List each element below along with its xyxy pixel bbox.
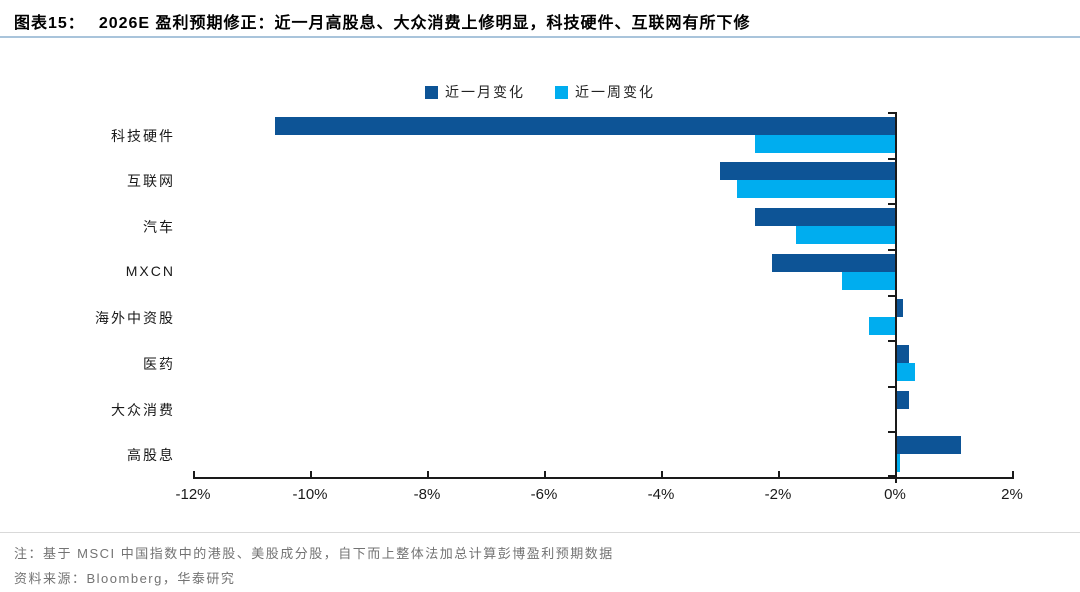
category-label: 汽车 (143, 219, 175, 236)
legend-label-week: 近一周变化 (575, 84, 655, 100)
zero-axis-tick (888, 431, 895, 434)
x-tick-label: -2% (764, 486, 792, 503)
footnote-divider (0, 532, 1080, 533)
x-axis-tick (895, 471, 897, 477)
legend-label-month: 近一月变化 (445, 84, 525, 100)
zero-axis-tick (888, 294, 895, 297)
chart-legend: 近一月变化 近一周变化 (0, 82, 1080, 102)
legend-item-month: 近一月变化 (425, 82, 525, 102)
zero-axis-tick (888, 475, 895, 477)
bar-month (897, 436, 962, 455)
footnote-source: 资料来源：Bloomberg，华泰研究 (14, 571, 236, 586)
x-axis-line (193, 477, 1014, 479)
bar-month (772, 253, 895, 272)
zero-axis-tick (888, 203, 895, 206)
category-label: MXCN (125, 262, 175, 279)
category-label: 医药 (143, 355, 175, 372)
category-label: 互联网 (127, 173, 175, 190)
zero-axis-tick (888, 340, 895, 343)
zero-axis-tick (888, 157, 895, 160)
footnote-note: 注：基于 MSCI 中国指数中的港股、美股成分股，自下而上整体法加总计算彭博盈利… (14, 546, 614, 561)
bar-week (897, 454, 900, 473)
x-tick-label: 0% (884, 486, 906, 503)
category-label: 高股息 (127, 447, 175, 464)
zero-axis-tick (888, 112, 895, 114)
x-axis-tick (427, 471, 429, 477)
chart-header: 图表15： 2026E 盈利预期修正：近一月高股息、大众消费上修明显，科技硬件、互… (0, 0, 1080, 38)
bar-month (897, 299, 903, 318)
x-tick-label: -12% (175, 486, 211, 503)
x-axis-tick (310, 471, 312, 477)
chart-title: 图表15： 2026E 盈利预期修正：近一月高股息、大众消费上修明显，科技硬件、互… (14, 9, 751, 33)
zero-axis-tick (888, 385, 895, 388)
x-axis-tick (661, 471, 663, 477)
legend-swatch-month-icon (425, 85, 438, 99)
category-label: 海外中资股 (95, 310, 175, 327)
zero-axis-tick (888, 248, 895, 251)
x-axis-tick (193, 471, 195, 477)
x-tick-label: -8% (413, 486, 441, 503)
bar-month (897, 390, 909, 409)
bar-week (842, 271, 895, 290)
bar-month (754, 208, 895, 227)
bar-week (795, 226, 895, 245)
bar-week (897, 362, 915, 381)
bar-month (897, 344, 909, 363)
chart-title-tag: 图表15： (14, 15, 85, 32)
bar-week (737, 180, 895, 199)
x-tick-label: 2% (1001, 486, 1023, 503)
chart-title-text: 2026E 盈利预期修正：近一月高股息、大众消费上修明显，科技硬件、互联网有所下… (98, 15, 751, 32)
x-axis-tick (1012, 471, 1014, 477)
category-axis: 科技硬件互联网汽车 MXCN 海外中资股医药大众消费高股息 (0, 112, 183, 477)
category-label: 大众消费 (111, 401, 175, 418)
bar-month (719, 162, 895, 181)
bar-month (274, 116, 895, 135)
x-axis-tick (544, 471, 546, 477)
zero-axis-line (895, 112, 897, 483)
category-label: 科技硬件 (111, 127, 175, 144)
x-tick-label: -10% (292, 486, 328, 503)
x-tick-label: -4% (647, 486, 675, 503)
legend-swatch-week-icon (555, 85, 568, 99)
bar-week (754, 134, 895, 153)
x-axis-tick (778, 471, 780, 477)
legend-item-week: 近一周变化 (555, 82, 655, 102)
x-tick-label: -6% (530, 486, 558, 503)
plot-area (193, 112, 1012, 477)
title-underline (0, 36, 1080, 38)
bar-week (868, 317, 895, 336)
